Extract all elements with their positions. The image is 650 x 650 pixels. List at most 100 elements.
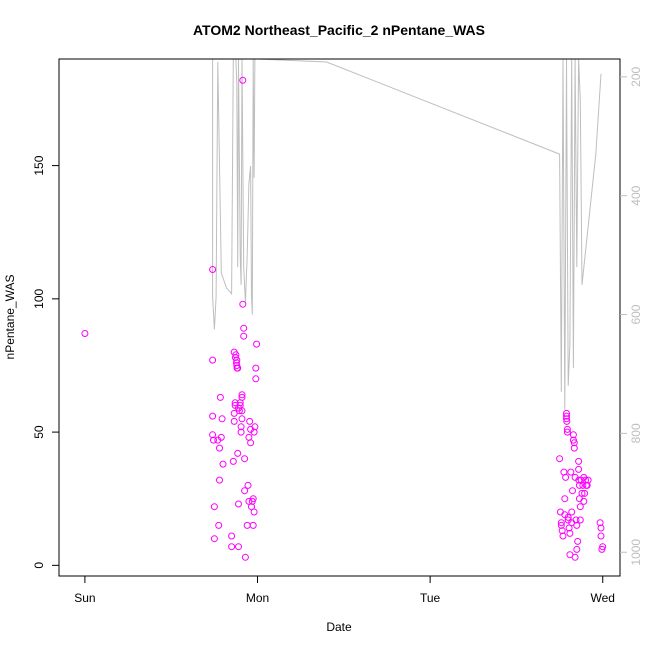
data-point <box>570 439 578 447</box>
y-tick-label: 0 <box>32 562 46 569</box>
y-tick-label: 50 <box>32 425 46 439</box>
data-point <box>567 468 575 476</box>
data-point <box>563 412 570 420</box>
data-point <box>210 535 218 543</box>
x-axis-label: Date <box>326 620 352 634</box>
data-point <box>575 465 583 473</box>
data-point <box>596 519 604 527</box>
data-point <box>576 503 584 511</box>
data-point <box>253 340 261 348</box>
data-point <box>209 266 217 273</box>
data-point <box>233 356 241 364</box>
data-point <box>564 513 572 521</box>
data-point <box>240 324 248 332</box>
data-point <box>238 393 246 401</box>
y2-tick-label: 200 <box>629 66 643 86</box>
data-point <box>584 476 592 484</box>
data-point <box>216 476 223 484</box>
data-point <box>570 444 578 452</box>
data-point <box>228 543 236 551</box>
data-point <box>561 495 569 503</box>
data-point <box>571 553 579 561</box>
data-point <box>252 375 260 383</box>
data-point <box>580 497 588 505</box>
data-point <box>241 487 249 495</box>
data-point <box>569 431 577 439</box>
data-point <box>216 444 223 452</box>
data-point <box>246 417 254 425</box>
plot-frame <box>58 58 621 577</box>
data-point <box>209 412 217 420</box>
x-tick-label: Wed <box>591 591 615 605</box>
x-tick-label: Sun <box>74 591 95 605</box>
data-point <box>563 425 571 433</box>
data-point <box>563 417 571 425</box>
data-point <box>566 529 574 537</box>
data-point <box>238 415 246 423</box>
data-point <box>240 332 248 340</box>
data-point <box>234 364 242 372</box>
data-point <box>563 428 571 436</box>
chart-title: ATOM2 Northeast_Pacific_2 nPentane_WAS <box>193 22 485 38</box>
data-point <box>557 521 565 529</box>
data-point <box>562 473 570 481</box>
data-point <box>241 553 249 561</box>
data-point <box>249 521 257 529</box>
y2-tick-label: 800 <box>629 423 643 443</box>
data-point <box>251 423 259 431</box>
series-line <box>212 59 602 410</box>
data-point <box>252 364 260 372</box>
data-point <box>239 300 247 308</box>
y2-tick-label: 1000 <box>629 539 643 566</box>
data-point <box>230 417 238 425</box>
data-point <box>599 543 607 551</box>
data-point <box>217 433 225 441</box>
y2-tick-label: 400 <box>629 185 643 205</box>
data-point <box>583 481 591 489</box>
data-point <box>237 423 245 431</box>
data-point <box>232 351 240 359</box>
data-point <box>239 76 247 84</box>
data-point <box>575 457 583 465</box>
x-tick-label: Tue <box>420 591 441 605</box>
data-point <box>238 391 246 399</box>
data-point <box>563 409 570 417</box>
data-point <box>235 543 242 551</box>
y-tick-label: 150 <box>32 155 46 175</box>
y-tick-label: 100 <box>32 289 46 309</box>
data-point <box>573 521 581 529</box>
data-point <box>244 481 252 489</box>
data-point <box>557 519 565 527</box>
x-tick-label: Mon <box>246 591 269 605</box>
data-point <box>563 415 570 423</box>
data-point <box>597 524 605 532</box>
data-point <box>569 487 576 495</box>
data-point <box>210 503 218 511</box>
data-point <box>228 532 236 540</box>
data-point <box>250 428 258 436</box>
data-point <box>81 330 89 337</box>
data-point <box>578 489 586 497</box>
plot-area <box>81 59 607 561</box>
data-point <box>229 457 237 465</box>
data-point <box>597 532 605 540</box>
data-point <box>558 527 566 535</box>
data-point <box>215 521 223 529</box>
data-point <box>235 500 242 508</box>
data-point <box>219 460 227 468</box>
data-point <box>573 545 581 553</box>
data-point <box>209 356 217 364</box>
data-point <box>210 436 217 444</box>
data-point <box>218 415 226 423</box>
data-point <box>250 508 258 516</box>
axes: Sun Mon Tue Wed 0 50 100 150 200 400 600 800 1000 <box>32 66 643 605</box>
data-point <box>249 495 257 503</box>
data-point <box>574 537 582 545</box>
y-axis-label: nPentane_WAS <box>3 275 17 360</box>
data-point <box>576 516 584 524</box>
y2-tick-label: 600 <box>629 304 643 324</box>
data-point <box>209 431 217 439</box>
data-point <box>237 428 245 436</box>
